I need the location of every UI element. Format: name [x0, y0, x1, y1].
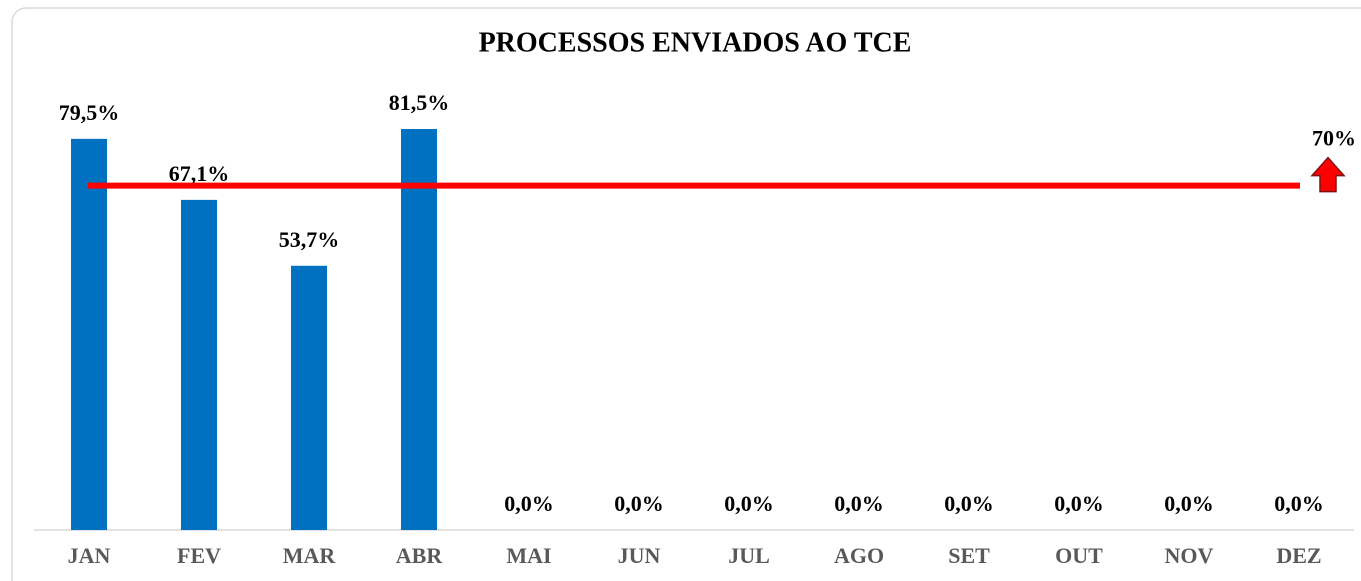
x-tick-label: AGO: [834, 543, 884, 568]
bar: [401, 129, 437, 530]
data-label: 67,1%: [169, 161, 230, 186]
chart-title: PROCESSOS ENVIADOS AO TCE: [479, 27, 912, 58]
x-tick-label: NOV: [1165, 543, 1214, 568]
x-tick-label: SET: [948, 543, 990, 568]
bar: [181, 199, 217, 531]
x-tick-label: MAR: [283, 543, 337, 568]
data-label: 0,0%: [834, 491, 884, 516]
x-tick-label: JAN: [68, 543, 111, 568]
data-label: 0,0%: [504, 491, 554, 516]
data-label: 81,5%: [389, 90, 450, 115]
x-tick-label: MAI: [506, 543, 551, 568]
x-tick-label: FEV: [177, 543, 221, 568]
data-label: 0,0%: [1054, 491, 1104, 516]
data-label: 0,0%: [944, 491, 994, 516]
data-label: 53,7%: [279, 227, 340, 252]
data-label: 79,5%: [59, 100, 120, 125]
bar: [291, 265, 327, 530]
x-tick-label: JUN: [618, 543, 661, 568]
chart-frame: [11, 7, 1361, 581]
data-label: 0,0%: [614, 491, 664, 516]
x-tick-label: OUT: [1055, 543, 1103, 568]
data-label: 0,0%: [724, 491, 774, 516]
x-tick-label: ABR: [396, 543, 444, 568]
x-tick-label: DEZ: [1276, 543, 1321, 568]
x-tick-label: JUL: [728, 543, 770, 568]
bar: [71, 138, 107, 531]
target-arrow: [1310, 156, 1346, 193]
target-label: 70%: [1312, 126, 1356, 151]
data-label: 0,0%: [1164, 491, 1214, 516]
data-label: 0,0%: [1274, 491, 1324, 516]
